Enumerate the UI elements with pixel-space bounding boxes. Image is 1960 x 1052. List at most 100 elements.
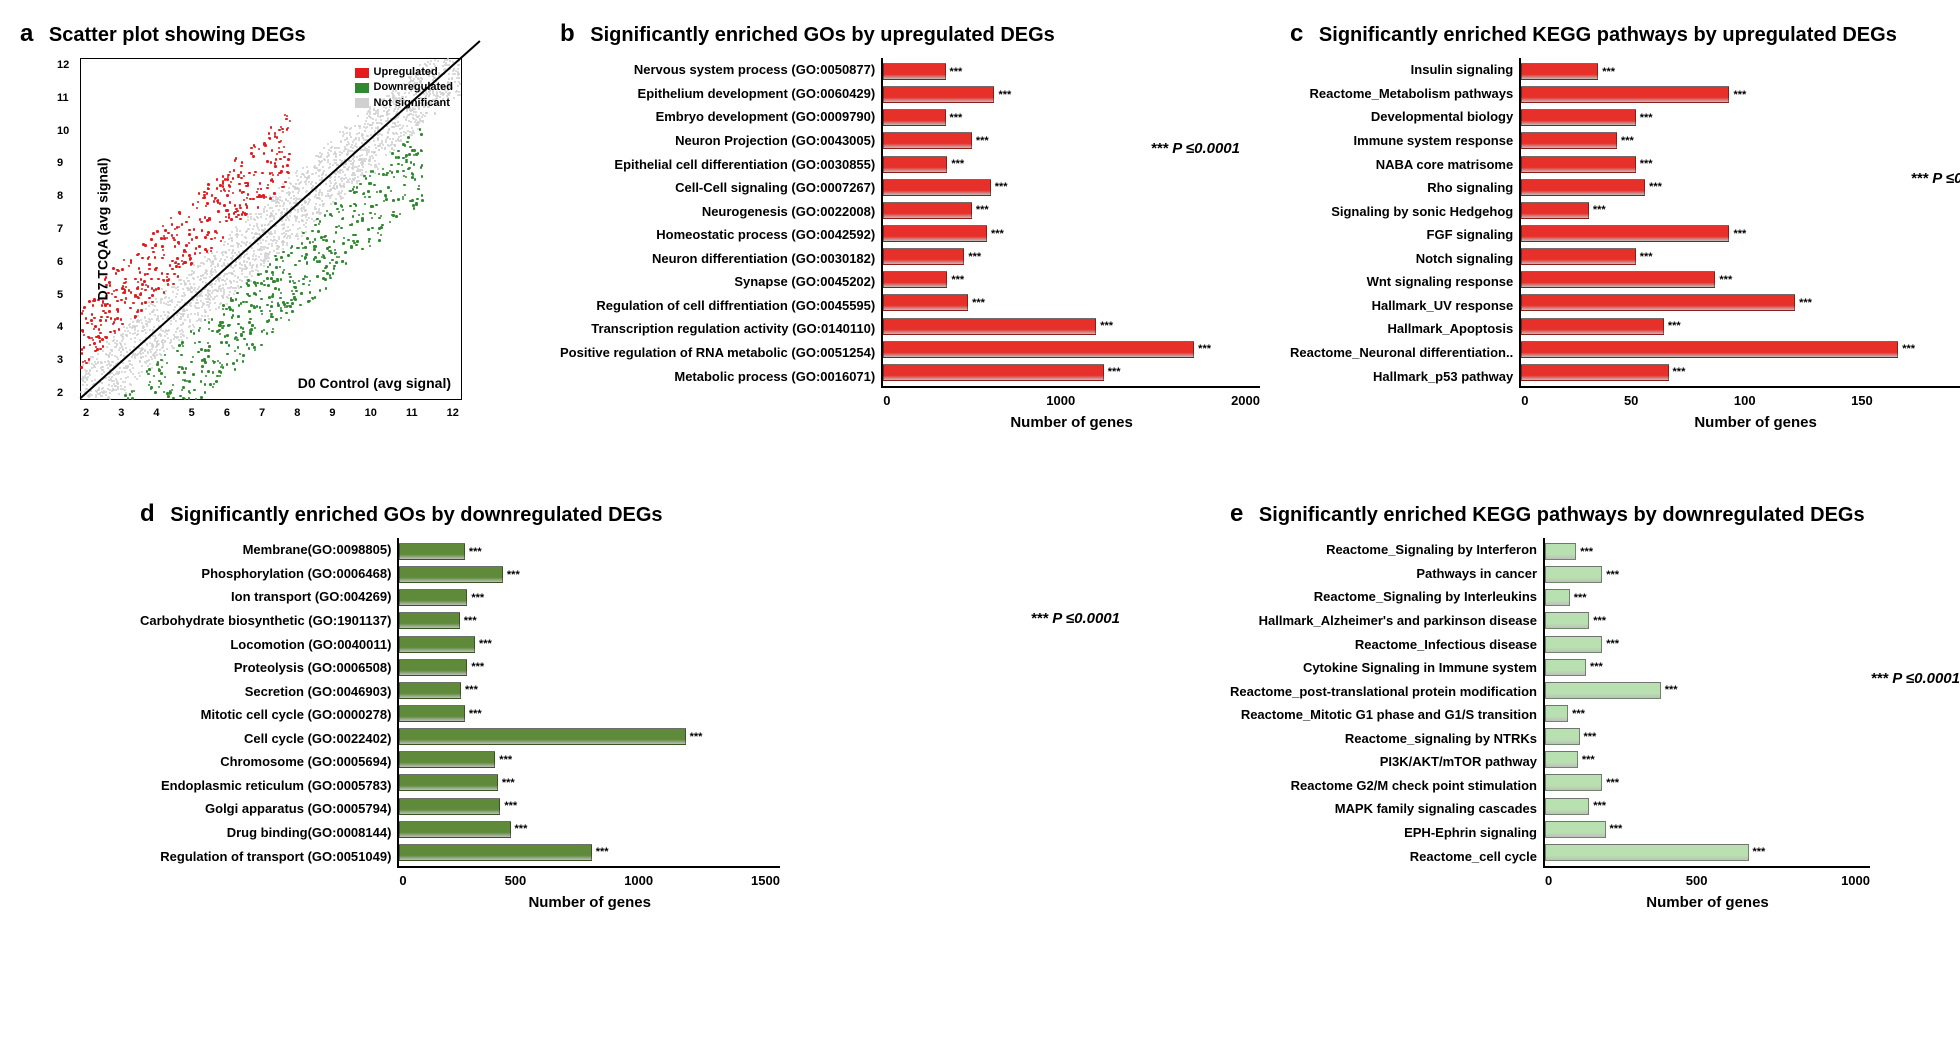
scatter-point [409,200,412,203]
scatter-point [269,251,271,253]
hbar-bar [1545,612,1589,629]
scatter-point [323,257,326,260]
scatter-point [176,257,179,260]
significance-mark: *** [950,112,963,124]
significance-mark: *** [1640,112,1653,124]
scatter-point [301,173,303,175]
hbar-row: *** [1521,157,1960,172]
scatter-point [282,165,285,168]
scatter-point [399,213,402,216]
scatter-point [172,283,175,286]
scatter-point [137,315,139,317]
hbar-row: *** [883,180,1260,195]
x-tick: 2000 [1231,393,1260,408]
hbar-row: *** [1521,180,1960,195]
scatter-point [387,144,389,146]
scatter-point [99,319,102,322]
scatter-point [278,187,280,189]
scatter-point [178,243,181,246]
scatter-point [319,204,321,206]
scatter-point [221,327,224,330]
scatter-point [137,297,140,300]
scatter-point [111,349,113,351]
hbar-row: *** [399,544,780,559]
significance-mark: *** [1649,181,1662,193]
scatter-point [342,209,345,212]
scatter-point [231,240,233,242]
scatter-point [284,181,287,184]
scatter-point [304,246,307,249]
scatter-point [258,229,260,231]
scatter-point [93,317,96,320]
scatter-point [379,190,382,193]
scatter-point [106,346,108,348]
scatter-point [219,285,221,287]
scatter-point [120,354,122,356]
scatter-point [342,185,344,187]
scatter-point [86,322,89,325]
scatter-point [144,301,147,304]
scatter-point [193,278,195,280]
scatter-point [199,265,201,267]
hbar-labels: Nervous system process (GO:0050877)Epith… [560,58,881,388]
scatter-point [139,375,141,377]
scatter-point [188,254,191,257]
scatter-point [111,361,113,363]
scatter-point [109,331,112,334]
scatter-point [129,326,131,328]
scatter-point [397,163,400,166]
scatter-point [137,309,140,312]
scatter-point [217,265,219,267]
scatter-point [307,203,309,205]
scatter-point [385,195,388,198]
scatter-point [140,278,143,281]
scatter-point [231,231,233,233]
scatter-point [220,290,222,292]
hbar-row: *** [399,729,780,744]
scatter-point [218,307,220,309]
scatter-point [143,280,146,283]
hbar-label: Synapse (GO:0045202) [734,275,875,288]
scatter-point [361,135,363,137]
scatter-point [225,308,228,311]
scatter-point [230,181,233,184]
scatter-point [121,268,124,271]
scatter-point [318,194,320,196]
hbar-row: *** [399,590,780,605]
hbar-bar [1545,844,1749,861]
scatter-point [227,287,229,289]
scatter-point [290,247,293,250]
scatter-point [148,368,151,371]
scatter-point [91,380,93,382]
scatter-point [326,210,329,213]
hbar-label: Golgi apparatus (GO:0005794) [205,802,391,815]
scatter-point [322,166,324,168]
hbar-label: Endoplasmic reticulum (GO:0005783) [161,779,391,792]
y-tick: 10 [57,125,69,137]
x-tick: 12 [447,407,459,419]
scatter-point [82,330,85,333]
scatter-point [293,186,295,188]
significance-mark: *** [1593,204,1606,216]
scatter-point [148,305,150,307]
scatter-point [199,218,202,221]
scatter-point [416,198,419,201]
scatter-point [418,115,420,117]
scatter-point [317,230,320,233]
scatter-point [368,196,371,199]
scatter-point [180,318,182,320]
scatter-point [160,334,162,336]
scatter-point [321,192,323,194]
p-value-note: *** P ≤0.0001 [1911,170,1960,187]
scatter-point [204,349,207,352]
panel-letter-a: a [20,20,33,47]
scatter-point [126,351,128,353]
scatter-point [163,391,166,394]
scatter-point [141,302,144,305]
scatter-point [211,330,214,333]
scatter-point [329,163,331,165]
scatter-point [289,120,292,123]
scatter-point [263,262,265,264]
hbar-label: Reactome G2/M check point stimulation [1291,779,1537,792]
scatter-point [244,236,246,238]
